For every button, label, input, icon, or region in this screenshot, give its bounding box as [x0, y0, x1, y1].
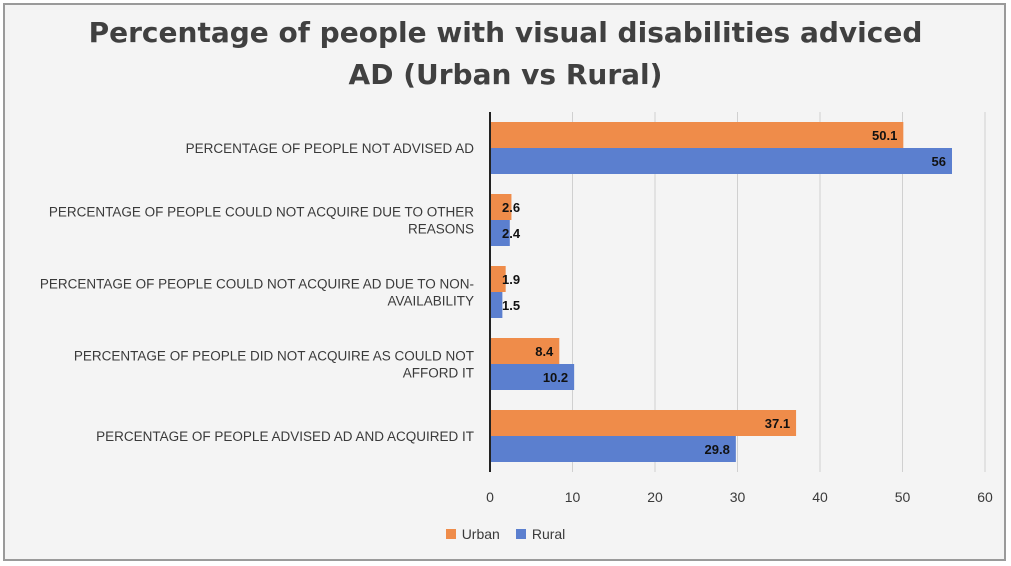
data-label-rural: 29.8: [705, 442, 730, 457]
chart-title-line-2: AD (Urban vs Rural): [348, 58, 663, 91]
bar-urban: [490, 266, 506, 292]
x-tick-label: 10: [565, 489, 581, 505]
legend-item-rural: Rural: [515, 526, 566, 542]
x-tick-label: 30: [730, 489, 746, 505]
bar-rural: [490, 436, 736, 462]
chart-title-line-1: Percentage of people with visual disabil…: [88, 16, 923, 49]
legend-swatch-rural: [515, 529, 526, 539]
category-label: PERCENTAGE OF PEOPLE COULD NOT ACQUIRE D…: [49, 205, 474, 220]
bar-urban: [490, 194, 512, 220]
data-label-urban: 1.9: [502, 272, 520, 287]
x-tick-label: 60: [977, 489, 993, 505]
data-label-urban: 37.1: [765, 416, 790, 431]
category-label: PERCENTAGE OF PEOPLE DID NOT ACQUIRE AS …: [74, 349, 474, 364]
legend-label-rural: Rural: [531, 526, 566, 542]
x-tick-label: 40: [812, 489, 828, 505]
bar-urban: [490, 122, 904, 148]
bar-rural: [490, 364, 575, 390]
data-label-urban: 8.4: [535, 344, 554, 359]
category-label: AVAILABILITY: [387, 294, 474, 309]
bar-rural: [490, 148, 952, 174]
x-tick-label: 50: [895, 489, 911, 505]
x-tick-label: 20: [647, 489, 663, 505]
category-label: AFFORD IT: [403, 366, 474, 381]
x-tick-label: 0: [486, 489, 494, 505]
category-label: PERCENTAGE OF PEOPLE NOT ADVISED AD: [186, 141, 475, 156]
legend-swatch-urban: [445, 529, 456, 539]
data-label-urban: 2.6: [502, 200, 520, 215]
bar-urban: [490, 338, 560, 364]
data-label-rural: 1.5: [502, 298, 520, 313]
bar-urban: [490, 410, 797, 436]
category-label: PERCENTAGE OF PEOPLE ADVISED AD AND ACQU…: [96, 429, 474, 444]
category-label: PERCENTAGE OF PEOPLE COULD NOT ACQUIRE A…: [40, 277, 474, 292]
legend-label-urban: Urban: [461, 526, 500, 542]
bar-rural: [490, 220, 510, 246]
legend-item-urban: Urban: [445, 526, 500, 542]
data-label-rural: 56: [932, 154, 946, 169]
chart-title: Percentage of people with visual disabil…: [0, 12, 1011, 96]
bar-rural: [490, 292, 503, 318]
data-label-rural: 2.4: [502, 226, 521, 241]
data-label-urban: 50.1: [872, 128, 897, 143]
legend: Urban Rural: [0, 526, 1011, 542]
data-label-rural: 10.2: [543, 370, 568, 385]
category-label: REASONS: [408, 222, 474, 237]
